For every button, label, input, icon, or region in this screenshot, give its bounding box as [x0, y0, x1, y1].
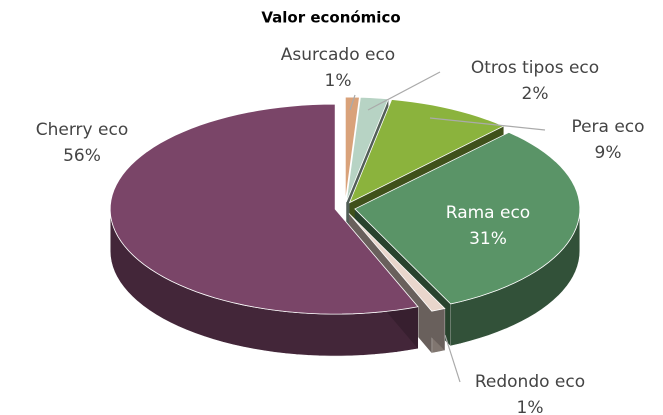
- slice-label: Rama eco: [446, 203, 530, 223]
- slice-value-label: 9%: [595, 143, 622, 163]
- slice: [354, 131, 581, 305]
- slice-tops: [109, 96, 581, 315]
- slice-label: Otros tipos eco: [471, 58, 599, 78]
- slice-label: Pera eco: [571, 117, 644, 137]
- slice-value-label: 1%: [325, 71, 352, 91]
- slice: [345, 96, 389, 203]
- slice-value-label: 56%: [63, 146, 101, 166]
- leader-lines: [349, 71, 546, 383]
- leader-line: [429, 117, 546, 131]
- chart-title: Valor económico: [261, 9, 400, 27]
- leader-line: [367, 71, 441, 111]
- slice-value-label: 2%: [522, 84, 549, 104]
- slice: [344, 96, 360, 203]
- slice: [348, 99, 505, 204]
- slice-label: Asurcado eco: [281, 45, 395, 65]
- slice-label: Cherry eco: [36, 120, 128, 140]
- slice-value-label: 1%: [517, 398, 544, 415]
- slice-label: Redondo eco: [475, 372, 585, 392]
- leader-line: [349, 94, 356, 111]
- slice: [348, 213, 446, 312]
- slice-value-label: 31%: [469, 229, 507, 249]
- leader-line: [444, 334, 461, 383]
- slice: [109, 103, 419, 315]
